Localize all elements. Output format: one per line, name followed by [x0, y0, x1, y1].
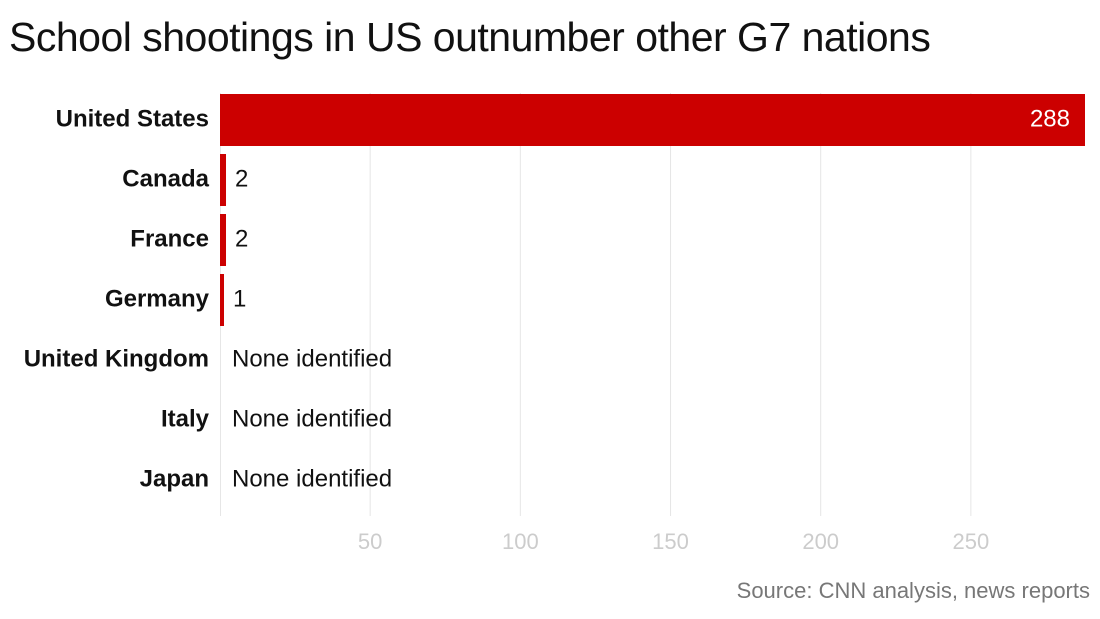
- data-label: None identified: [232, 345, 392, 372]
- x-tick-label: 200: [802, 529, 839, 554]
- category-label: Germany: [105, 285, 210, 312]
- labels: United States 288 Canada 2 France 2 Germany 1 Un…: [24, 105, 1070, 492]
- source-note: Source: CNN analysis, news reports: [736, 578, 1090, 603]
- x-tick-label: 100: [502, 529, 539, 554]
- x-axis: 50 100 150 200 250: [358, 529, 989, 554]
- data-label: 2: [235, 225, 248, 252]
- data-label: 288: [1030, 105, 1070, 132]
- chart-title: School shootings in US outnumber other G…: [9, 14, 931, 60]
- data-label: 1: [233, 285, 246, 312]
- bars: [220, 94, 1085, 326]
- data-label: None identified: [232, 405, 392, 432]
- x-tick-label: 50: [358, 529, 382, 554]
- category-label: United Kingdom: [24, 345, 209, 372]
- data-label: 2: [235, 165, 248, 192]
- x-tick-label: 250: [953, 529, 990, 554]
- bar: [220, 154, 227, 206]
- category-label: Italy: [161, 405, 210, 432]
- x-tick-label: 150: [652, 529, 689, 554]
- category-label: United States: [56, 105, 209, 132]
- data-label: None identified: [232, 465, 392, 492]
- category-label: Canada: [122, 165, 209, 192]
- bar: [220, 274, 224, 326]
- category-label: France: [130, 225, 209, 252]
- category-label: Japan: [140, 465, 209, 492]
- bar: [220, 94, 1085, 146]
- grid-lines: [220, 93, 972, 516]
- bar: [220, 214, 227, 266]
